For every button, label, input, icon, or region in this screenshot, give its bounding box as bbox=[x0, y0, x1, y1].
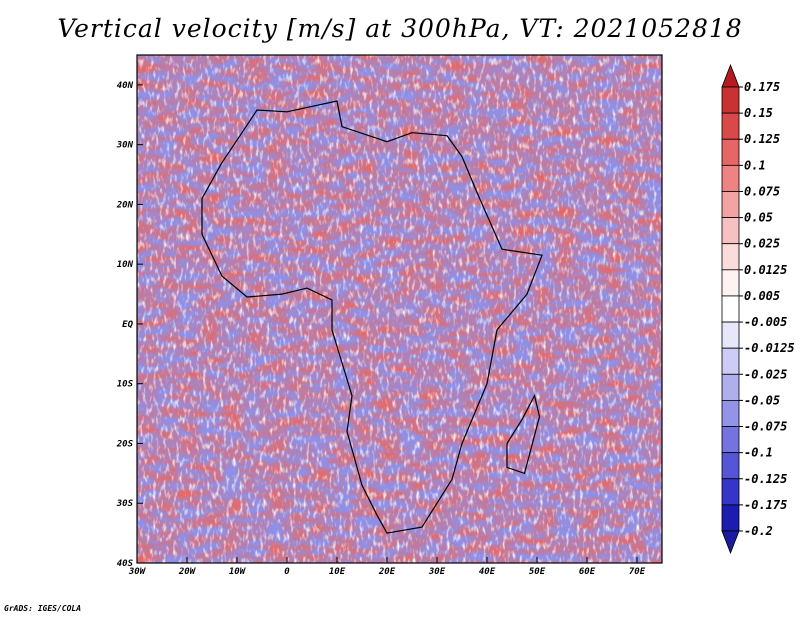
africa-coastline bbox=[201, 100, 543, 534]
colorbar-box bbox=[721, 321, 740, 349]
colorbar-box bbox=[721, 347, 740, 375]
colorbar-box bbox=[721, 191, 740, 218]
colorbar-label: 0.125 bbox=[744, 132, 780, 146]
lon-tick-label: 50E bbox=[529, 567, 546, 577]
colorbar-label: -0.175 bbox=[744, 498, 787, 512]
colorbar-box bbox=[721, 452, 740, 480]
colorbar-label: 0.15 bbox=[744, 106, 773, 120]
lon-tick-label: 40E bbox=[479, 567, 496, 577]
colorbar-label: 0.005 bbox=[744, 289, 780, 303]
colorbar-label: 0.025 bbox=[744, 237, 780, 251]
lon-tick-label: 30W bbox=[128, 567, 147, 577]
lat-tick-label: 30S bbox=[116, 499, 134, 509]
lon-tick-label: 10W bbox=[229, 567, 247, 577]
lon-tick-label: 30E bbox=[428, 567, 446, 577]
colorbar-label: -0.025 bbox=[744, 367, 787, 381]
madagascar-coastline bbox=[506, 394, 541, 475]
lat-tick-label: 30N bbox=[116, 141, 134, 151]
plot-frame bbox=[136, 54, 663, 564]
map-title: Vertical velocity [m/s] at 300hPa, VT: 2… bbox=[57, 14, 743, 43]
colorbar-label: 0.05 bbox=[744, 211, 773, 225]
lat-tick-label: 40N bbox=[117, 81, 134, 91]
colorbar-box bbox=[721, 243, 740, 271]
colorbar-arrow-bottom bbox=[721, 530, 740, 555]
colorbar-label: 0.175 bbox=[744, 80, 780, 94]
colorbar-label: -0.005 bbox=[744, 315, 787, 329]
colorbar-box bbox=[721, 373, 740, 401]
lat-tick-label: 40S bbox=[117, 559, 134, 569]
colorbar-label: -0.125 bbox=[744, 472, 787, 486]
colorbar-box bbox=[721, 112, 740, 140]
colorbar-box bbox=[721, 217, 740, 245]
credit-text: GrADS: IGES/COLA bbox=[4, 604, 82, 613]
colorbar: 0.175 0.15 0.125 0.1 0.075 0.05 0.025 0.0125 0.0… bbox=[721, 63, 795, 555]
lon-tick-label: 10E bbox=[329, 567, 346, 577]
lon-tick-label: 60E bbox=[579, 567, 596, 577]
colorbar-label: -0.0125 bbox=[744, 341, 795, 355]
coastlines bbox=[201, 100, 543, 534]
colorbar-arrow-top bbox=[721, 63, 740, 88]
lat-tick-label: 20S bbox=[116, 439, 134, 449]
lat-tick-label: EQ bbox=[122, 320, 133, 330]
lat-tick-label: 10S bbox=[117, 380, 134, 390]
colorbar-box bbox=[721, 504, 740, 532]
colorbar-label: 0.1 bbox=[744, 158, 766, 172]
lon-tick-label: 70E bbox=[629, 567, 646, 577]
colorbar-label: 0.0125 bbox=[744, 263, 787, 277]
colorbar-box bbox=[721, 269, 740, 297]
velocity-field bbox=[137, 55, 662, 563]
longitude-axis: 30W 20W 10W 0 10E 20E 30E 40E 50E 60E 70E bbox=[128, 557, 646, 577]
lon-tick-label: 0 bbox=[284, 567, 290, 577]
colorbar-box bbox=[721, 86, 740, 114]
colorbar-label: -0.2 bbox=[744, 524, 773, 538]
colorbar-box bbox=[721, 400, 740, 427]
colorbar-box bbox=[721, 295, 740, 323]
colorbar-label: -0.05 bbox=[744, 393, 780, 407]
colorbar-box bbox=[721, 478, 740, 506]
lon-tick-label: 20W bbox=[178, 567, 197, 577]
latitude-axis: 40N 30N 20N 10N EQ 10S 20S 30S 40S bbox=[116, 81, 143, 569]
lat-tick-label: 20N bbox=[116, 200, 134, 210]
colorbar-box bbox=[721, 164, 740, 192]
lon-tick-label: 20E bbox=[378, 567, 396, 577]
colorbar-label: 0.075 bbox=[744, 184, 780, 198]
colorbar-box bbox=[721, 426, 740, 454]
lat-tick-label: 10N bbox=[117, 260, 134, 270]
colorbar-box bbox=[721, 138, 740, 166]
colorbar-label: -0.075 bbox=[744, 420, 787, 434]
colorbar-label: -0.1 bbox=[744, 446, 773, 460]
